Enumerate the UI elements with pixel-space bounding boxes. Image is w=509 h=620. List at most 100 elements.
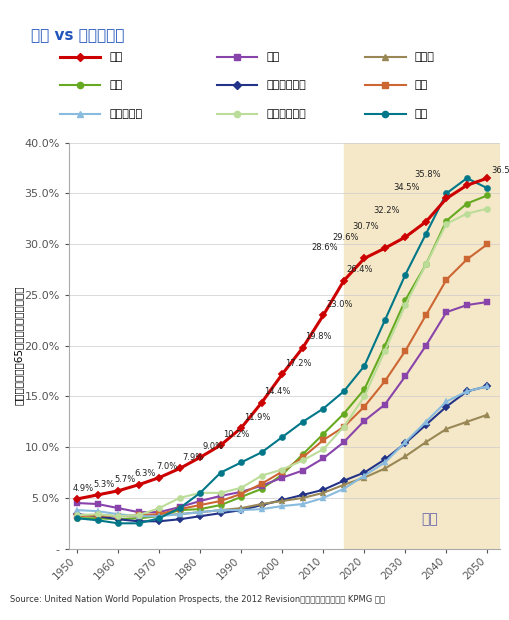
シンガポール	[115, 513, 121, 520]
インド	[422, 438, 428, 446]
Text: 6.3%: 6.3%	[134, 469, 156, 479]
マレーシア	[320, 494, 326, 502]
インドネシア	[197, 513, 203, 520]
マレーシア	[381, 459, 387, 466]
中国	[484, 298, 490, 306]
インド	[94, 512, 100, 519]
香港	[238, 459, 244, 466]
日本	[422, 218, 428, 226]
Text: インドネシア: インドネシア	[266, 80, 305, 91]
Text: 日本: 日本	[109, 52, 122, 62]
シンガポール	[299, 457, 305, 464]
日本	[135, 481, 142, 489]
マレーシア	[422, 418, 428, 425]
香港	[340, 388, 346, 395]
インドネシア	[258, 502, 264, 509]
Text: 17.2%: 17.2%	[285, 359, 311, 368]
中国	[156, 508, 162, 516]
韓国	[74, 515, 80, 522]
Text: タイ: タイ	[414, 80, 427, 91]
インド	[340, 481, 346, 489]
マレーシア	[94, 507, 100, 515]
インドネシア	[156, 518, 162, 525]
日本	[238, 424, 244, 432]
インドネシア	[402, 440, 408, 447]
Line: シンガポール: シンガポール	[74, 205, 490, 520]
インド	[156, 512, 162, 519]
タイ	[74, 513, 80, 520]
日本	[94, 491, 100, 498]
タイ	[217, 497, 223, 505]
日本	[442, 195, 448, 202]
香港	[115, 520, 121, 527]
日本	[197, 454, 203, 461]
インド	[278, 497, 285, 505]
韓国	[299, 451, 305, 458]
インドネシア	[278, 496, 285, 503]
シンガポール	[360, 392, 366, 400]
韓国	[156, 513, 162, 520]
韓国	[115, 516, 121, 523]
タイ	[94, 512, 100, 519]
韓国	[340, 410, 346, 417]
Line: 日本: 日本	[74, 175, 490, 502]
マレーシア	[360, 472, 366, 479]
タイ	[299, 454, 305, 461]
中国	[360, 417, 366, 425]
インドネシア	[381, 456, 387, 463]
インドネシア	[74, 510, 80, 518]
中国	[197, 497, 203, 505]
マレーシア	[402, 438, 408, 446]
香港	[381, 317, 387, 324]
中国	[74, 499, 80, 507]
タイ	[115, 513, 121, 520]
中国	[340, 438, 346, 446]
香港	[258, 448, 264, 456]
インド	[402, 453, 408, 460]
中国	[278, 474, 285, 481]
タイ	[320, 436, 326, 444]
韓国	[94, 515, 100, 522]
中国	[422, 342, 428, 349]
マレーシア	[115, 510, 121, 518]
日本	[463, 182, 469, 189]
Text: マレーシア: マレーシア	[109, 108, 142, 118]
Text: 中国: 中国	[266, 52, 279, 62]
インドネシア	[320, 486, 326, 494]
インドネシア	[176, 516, 182, 523]
Text: 日本 vs アジア諸国: 日本 vs アジア諸国	[31, 28, 124, 43]
韓国	[402, 296, 408, 304]
韓国	[484, 192, 490, 199]
Text: 23.0%: 23.0%	[325, 300, 352, 309]
Text: Source: United Nation World Population Prospects, the 2012 Revision（中位推計）を基に KPM: Source: United Nation World Population P…	[10, 595, 384, 604]
Line: インド: インド	[74, 412, 490, 520]
タイ	[176, 505, 182, 513]
韓国	[320, 430, 326, 438]
香港	[442, 190, 448, 197]
マレーシア	[197, 508, 203, 516]
香港	[299, 418, 305, 425]
Text: 9.0%: 9.0%	[203, 442, 223, 451]
香港	[176, 505, 182, 512]
シンガポール	[74, 512, 80, 519]
マレーシア	[340, 485, 346, 492]
Text: 26.4%: 26.4%	[346, 265, 373, 274]
中国	[176, 503, 182, 511]
シンガポール	[156, 505, 162, 512]
タイ	[258, 480, 264, 487]
香港	[94, 516, 100, 524]
韓国	[176, 507, 182, 514]
シンガポール	[422, 260, 428, 268]
シンガポール	[135, 512, 142, 519]
香港	[463, 174, 469, 182]
Text: シンガポール: シンガポール	[266, 108, 305, 118]
インドネシア	[422, 421, 428, 428]
中国	[258, 482, 264, 489]
韓国	[258, 485, 264, 492]
インドネシア	[360, 469, 366, 476]
インドネシア	[217, 510, 223, 517]
Text: 5.3%: 5.3%	[93, 479, 115, 489]
日本	[176, 465, 182, 472]
中国	[381, 401, 387, 408]
マレーシア	[135, 513, 142, 520]
